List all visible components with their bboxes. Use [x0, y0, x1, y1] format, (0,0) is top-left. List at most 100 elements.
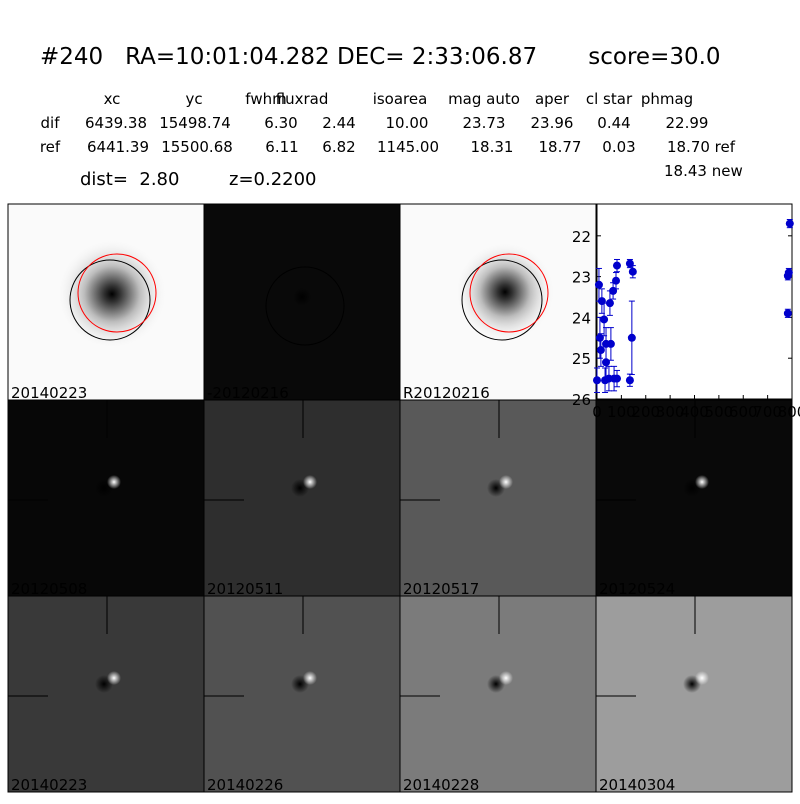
table-cell: 2.44: [322, 114, 355, 132]
column-header: aper: [535, 90, 570, 108]
source: [57, 239, 167, 349]
table-cell: ref: [40, 138, 61, 156]
x-tick-label: 500: [705, 403, 734, 421]
point: [595, 333, 604, 342]
table-cell: 15498.74: [159, 114, 231, 132]
noise: [596, 400, 792, 596]
stamp-label: 20140223: [11, 384, 87, 402]
column-header: isoarea: [373, 90, 428, 108]
table-cell: dif: [41, 114, 61, 132]
point: [628, 267, 637, 276]
point: [612, 276, 621, 285]
redshift: z=0.2200: [229, 169, 317, 190]
column-header: xc: [104, 90, 121, 108]
source: [107, 671, 121, 685]
y-tick-label: 26: [572, 391, 591, 409]
x-tick-label: 300: [656, 403, 685, 421]
point: [596, 346, 605, 355]
source: [107, 475, 121, 489]
stamp-label: R20120216: [403, 384, 490, 402]
point: [785, 219, 794, 228]
point: [612, 374, 621, 383]
stamps: [7, 203, 793, 793]
y-tick-label: 22: [572, 228, 591, 246]
aperture: [69, 259, 151, 341]
table-extra: 18.43 new: [664, 162, 743, 180]
x-tick-label: 100: [607, 403, 636, 421]
stamp-label: -20120216: [207, 384, 289, 402]
table-cell: 6439.38: [85, 114, 147, 132]
table-cell: 23.73: [463, 114, 506, 132]
plot-area: [596, 203, 793, 400]
aperture: [77, 253, 157, 333]
point: [605, 299, 614, 308]
source: [499, 671, 513, 685]
table-cell: 6441.39: [87, 138, 149, 156]
x-tick-label: 200: [631, 403, 660, 421]
stamp-label: 20140223: [11, 776, 87, 794]
point: [783, 309, 792, 318]
x-tick-label: 800: [778, 403, 800, 421]
source: [303, 475, 317, 489]
dist: dist= 2.80: [80, 169, 179, 190]
table-cell: 15500.68: [161, 138, 233, 156]
table-cell: 0.44: [597, 114, 630, 132]
point: [594, 280, 603, 289]
stamp-label: 20120524: [599, 580, 675, 598]
stamp-label: 20120511: [207, 580, 283, 598]
stamp-frames: [7, 203, 793, 793]
noise: [8, 400, 204, 596]
table-cell: 18.70 ref: [667, 138, 736, 156]
column-header: fwhm: [245, 90, 286, 108]
table-cell: 6.11: [265, 138, 298, 156]
noise: [204, 596, 400, 792]
table-cell: 18.77: [539, 138, 582, 156]
table-cell: 23.96: [531, 114, 574, 132]
column-header: phmag: [641, 90, 693, 108]
source: [695, 671, 709, 685]
source: [695, 475, 709, 489]
source: [303, 671, 317, 685]
y-tick-label: 25: [572, 350, 591, 368]
column-header: fluxrad: [276, 90, 329, 108]
point: [597, 297, 606, 306]
y-tick-label: 23: [572, 269, 591, 287]
table-cell: 6.30: [264, 114, 297, 132]
aperture: [461, 259, 543, 341]
column-header: yc: [185, 90, 202, 108]
stamp-label: 20140226: [207, 776, 283, 794]
table-cell: 22.99: [666, 114, 709, 132]
point: [625, 376, 634, 385]
source: [293, 288, 311, 306]
noise: [400, 400, 596, 596]
stamp-label: 20120508: [11, 580, 87, 598]
table-cell: 0.03: [602, 138, 635, 156]
x-tick-label: 0: [592, 403, 602, 421]
x-tick-label: 600: [729, 403, 758, 421]
y-tick-label: 24: [572, 309, 591, 327]
point: [627, 333, 636, 342]
noise: [204, 400, 400, 596]
x-tick-label: 400: [680, 403, 709, 421]
table-cell: 18.31: [471, 138, 514, 156]
stamp-label: 20140228: [403, 776, 479, 794]
table-cell: 1145.00: [377, 138, 439, 156]
point: [606, 339, 615, 348]
point: [784, 268, 793, 277]
stamp-label: 20140304: [599, 776, 675, 794]
table-cell: 10.00: [386, 114, 429, 132]
title: #240 RA=10:01:04.282 DEC= 2:33:06.87 sco…: [40, 44, 721, 70]
x-tick-label: 700: [753, 403, 782, 421]
noise: [400, 596, 596, 792]
column-header: cl star: [586, 90, 633, 108]
aperture: [265, 266, 345, 346]
point: [600, 315, 609, 324]
stamp-label: 20120517: [403, 580, 479, 598]
point: [602, 358, 611, 367]
point: [612, 261, 621, 270]
frame: [595, 595, 793, 793]
source: [499, 475, 513, 489]
aperture: [469, 253, 549, 333]
noise: [596, 596, 792, 792]
